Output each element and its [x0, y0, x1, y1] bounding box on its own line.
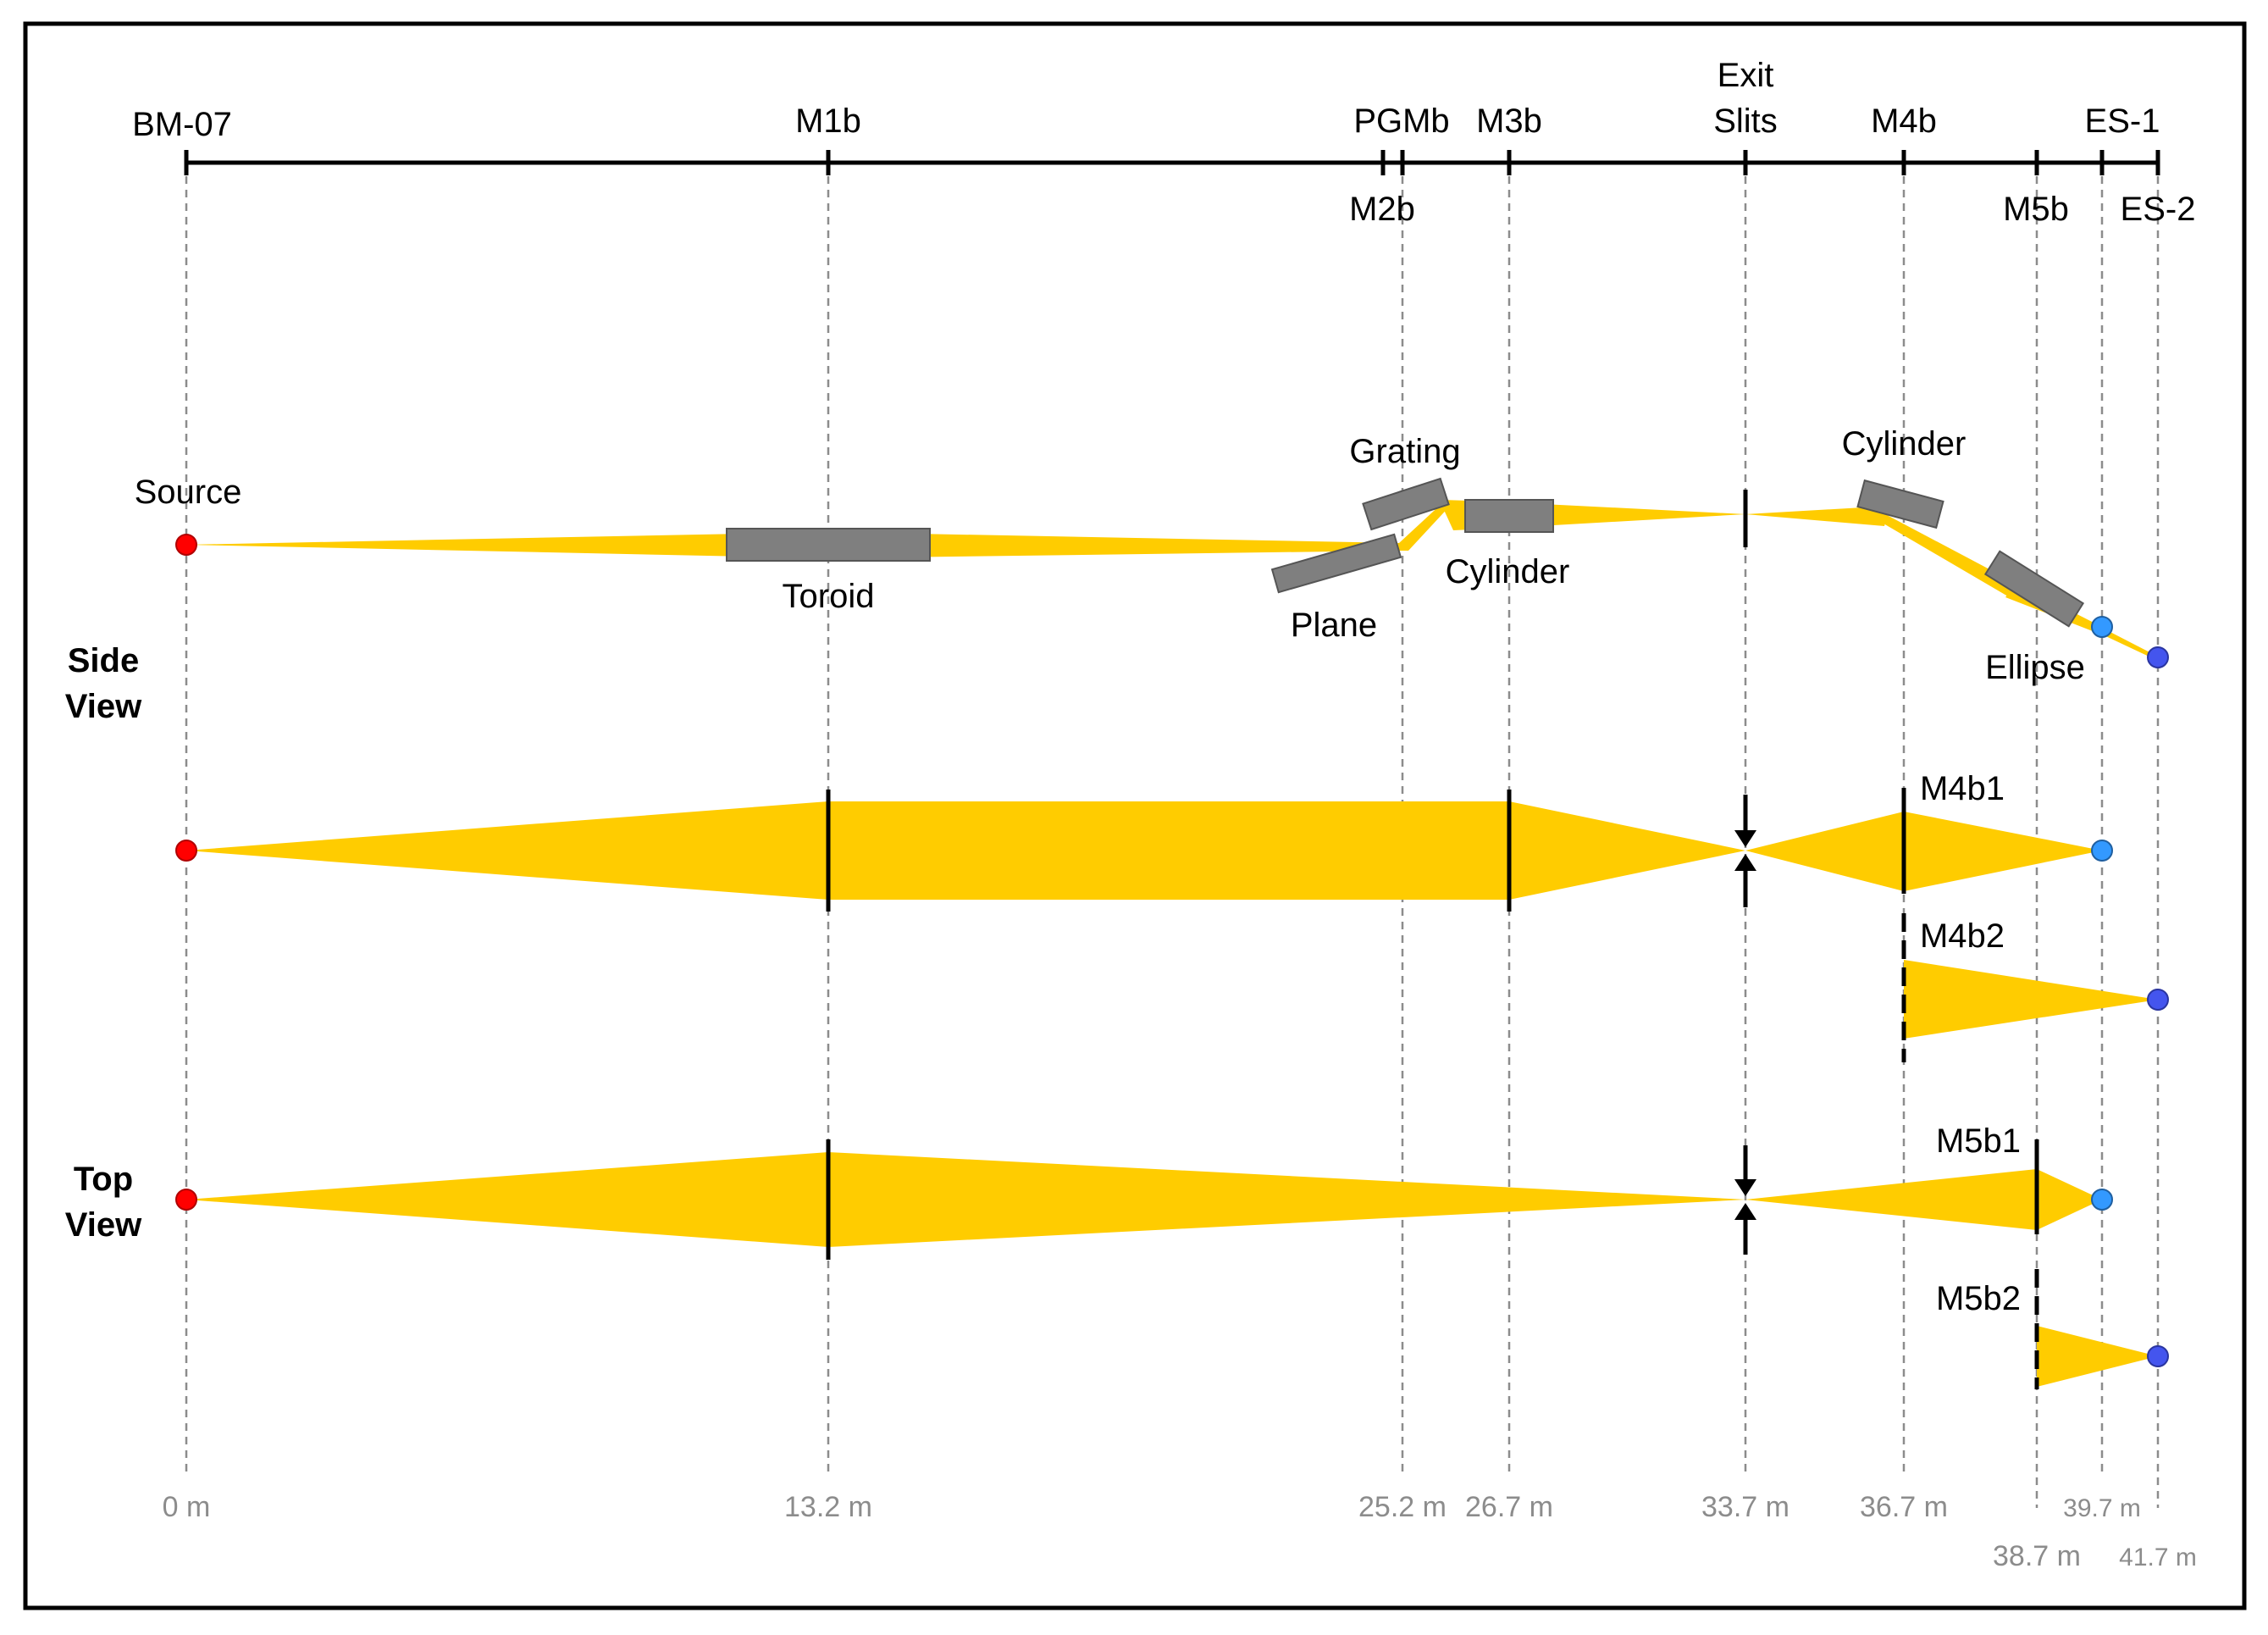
mid-beam-m3b-to-exit [1509, 801, 1745, 900]
cylinder-mirror-m4b [1856, 479, 1944, 529]
grating-label: Grating [1349, 433, 1460, 470]
distance-m4b: 36.7 m [1860, 1491, 1948, 1523]
top-beam-m5b-to-es1 [2037, 1169, 2102, 1230]
side-es2-dot [2147, 646, 2169, 668]
cylinder-label-m4b: Cylinder [1842, 425, 1967, 463]
mid-exit-slit-arrows [1734, 795, 1756, 907]
toroid-label: Toroid [783, 578, 875, 615]
mid-beam-m4b2-to-es2 [1904, 960, 2158, 1039]
plane-label: Plane [1291, 607, 1377, 644]
top-exit-slit-arrows [1734, 1145, 1756, 1255]
side-es1-dot [2091, 616, 2113, 638]
station-label-m5b: M5b [2003, 191, 2069, 228]
ellipse-mirror [1983, 550, 2085, 628]
station-label-exit-line2: Slits [1713, 103, 1778, 140]
top-source-dot [175, 1189, 197, 1211]
station-label-pgmb: PGMb [1353, 103, 1449, 140]
side-view-title-line2: View [65, 688, 142, 725]
top-es1-dot [2091, 1189, 2113, 1211]
distance-exit: 33.7 m [1701, 1491, 1790, 1523]
vertical-focus-view: M4b1 M4b2 [175, 770, 2169, 1062]
station-label-m2b: M2b [1349, 191, 1415, 228]
m4b1-label: M4b1 [1920, 770, 2005, 807]
frame-border [23, 21, 2247, 1610]
top-view-title-line2: View [65, 1206, 142, 1244]
station-label-es1: ES-1 [2085, 103, 2160, 140]
station-label-m3b: M3b [1476, 103, 1542, 140]
side-view: Side View Source Toroid Grating Plane Cy… [65, 425, 2169, 725]
cylinder-label-m3b: Cylinder [1446, 553, 1570, 590]
station-label-m1b: M1b [795, 103, 861, 140]
station-label-bm07: BM-07 [132, 106, 232, 143]
station-axis: BM-07 M1b PGMb M2b M3b Exit Slits M4b M5… [132, 57, 2195, 228]
mid-beam-m4b-to-es1 [1904, 812, 2102, 891]
side-beam-exit-to-m4b [1745, 507, 1888, 526]
cylinder-mirror-m3b [1464, 499, 1554, 533]
side-view-title-line1: Side [68, 642, 139, 679]
top-view: Top View M5b1 M5b2 [65, 1122, 2169, 1389]
top-es2-dot [2147, 1345, 2169, 1367]
distance-labels: 0 m 13.2 m 25.2 m 26.7 m 33.7 m 36.7 m 3… [163, 1491, 2197, 1572]
top-beam-source-to-m1b [186, 1152, 828, 1247]
distance-m2b: 25.2 m [1358, 1491, 1447, 1523]
source-label: Source [135, 474, 242, 511]
m5b1-label: M5b1 [1936, 1122, 2021, 1160]
distance-m5b: 38.7 m [1993, 1540, 2081, 1572]
m5b2-label: M5b2 [1936, 1280, 2021, 1317]
m4b2-label: M4b2 [1920, 917, 2005, 955]
mid-es1-dot [2091, 840, 2113, 862]
grating-optic [1362, 477, 1450, 531]
mid-es2-dot [2147, 989, 2169, 1011]
mid-beam-exit-to-m4b [1745, 812, 1904, 891]
side-source-dot [175, 534, 197, 556]
plane-mirror [1270, 533, 1402, 594]
distance-es2: 41.7 m [2119, 1544, 2197, 1571]
mid-source-dot [175, 840, 197, 862]
top-beam-m1b-to-exit [828, 1152, 1745, 1247]
distance-m3b: 26.7 m [1465, 1491, 1553, 1523]
top-view-title-line1: Top [74, 1161, 133, 1198]
station-label-es2: ES-2 [2121, 191, 2196, 228]
top-beam-exit-to-m5b [1745, 1169, 2037, 1230]
distance-bm07: 0 m [163, 1491, 211, 1523]
station-label-m4b: M4b [1871, 103, 1937, 140]
distance-m1b: 13.2 m [784, 1491, 872, 1523]
side-beam-es1-to-es2 [2099, 628, 2158, 660]
mid-beam-source-to-m1b [186, 801, 828, 900]
mid-beam-m1b-to-m3b [828, 801, 1509, 900]
distance-es1: 39.7 m [2063, 1494, 2141, 1522]
toroid-mirror [726, 528, 931, 562]
station-label-exit-line1: Exit [1718, 57, 1774, 94]
ellipse-label: Ellipse [1985, 649, 2085, 686]
side-beam-m4b-to-ellipse [1861, 507, 2018, 596]
top-beam-m5b2-to-es2 [2037, 1326, 2158, 1387]
